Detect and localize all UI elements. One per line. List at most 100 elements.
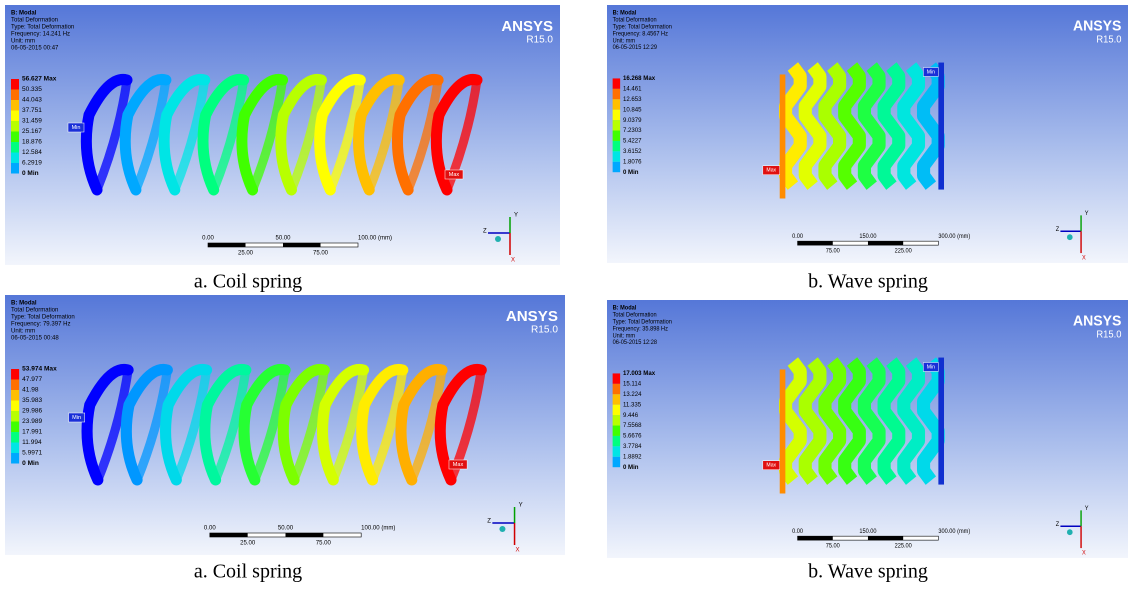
scale-label: 0.00: [204, 526, 216, 532]
end-plate: [938, 358, 944, 485]
legend-swatch: [11, 121, 19, 132]
figure: B: Modal Total Deformation Type: Total Def…: [0, 0, 1131, 590]
brand: ANSYS: [506, 308, 558, 325]
end-plate: [780, 369, 786, 493]
legend-swatch: [11, 111, 19, 122]
legend-swatch: [613, 446, 621, 456]
legend-swatch: [11, 79, 19, 90]
scale-label: 150.00: [859, 529, 876, 535]
legend-swatch: [11, 453, 19, 464]
min-marker: Min: [927, 364, 935, 370]
header-line: Type: Total Deformation: [11, 315, 75, 321]
axis-origin: [1067, 529, 1073, 535]
scale-bar-segment: [868, 241, 903, 245]
legend-swatch: [613, 426, 621, 436]
min-marker: Min: [927, 69, 935, 75]
viewport-background: [607, 5, 1128, 263]
header-line: Frequency: 14.241 Hz: [11, 32, 70, 38]
legend-label: 10.845: [623, 106, 642, 113]
legend-label: 1.8892: [623, 453, 642, 460]
max-marker: Max: [453, 462, 464, 468]
ansys-panel: B: ModalTotal DeformationType: Total Def…: [607, 300, 1128, 558]
version: R15.0: [1096, 34, 1121, 45]
scale-label: 100.00 (mm): [358, 236, 392, 242]
legend-swatch: [11, 369, 19, 380]
scale-bar-segment: [210, 533, 248, 537]
scale-label: 100.00 (mm): [361, 526, 395, 532]
header-line: 06-05-2015 12:28: [613, 340, 657, 346]
axis-label: X: [516, 548, 520, 554]
ansys-panel: B: ModalTotal DeformationType: Total Def…: [607, 5, 1128, 263]
legend-label: 11.335: [623, 401, 642, 408]
legend-label: 3.7784: [623, 443, 642, 450]
version: R15.0: [531, 325, 558, 336]
brand: ANSYS: [1073, 18, 1122, 34]
legend-swatch: [11, 132, 19, 143]
scale-bar-segment: [798, 536, 833, 540]
scale-label: 25.00: [238, 251, 254, 257]
scale-bar-segment: [286, 533, 324, 537]
axis-label: Y: [1085, 211, 1089, 217]
legend-label: 14.461: [623, 85, 642, 92]
legend-swatch: [613, 415, 621, 425]
scale-bar-segment: [208, 243, 246, 247]
header-line: Unit: mm: [11, 39, 35, 45]
legend-label: 9.446: [623, 412, 639, 419]
header-line: 06-05-2015 12:29: [613, 45, 657, 51]
caption: a. Coil spring: [194, 561, 302, 583]
legend-label: 9.0379: [623, 117, 642, 124]
scale-label: 25.00: [240, 541, 256, 547]
legend-label: 0 Min: [623, 464, 639, 471]
legend-label: 29.986: [22, 408, 42, 415]
header-line: 06-05-2015 00:47: [11, 46, 59, 52]
legend-label: 31.459: [22, 118, 42, 125]
legend-swatch: [11, 100, 19, 111]
legend-label: 16.268 Max: [623, 75, 656, 82]
scale-bar-segment: [868, 536, 903, 540]
legend-swatch: [613, 457, 621, 467]
legend-swatch: [613, 162, 621, 172]
axis-label: X: [1082, 256, 1086, 262]
legend-swatch: [613, 384, 621, 394]
scale-label: 0.00: [792, 234, 803, 240]
scale-label: 150.00: [859, 234, 876, 240]
scale-label: 225.00: [895, 544, 912, 550]
axis-label: Z: [483, 229, 487, 235]
header-line: Total Deformation: [11, 18, 58, 24]
legend-label: 5.9971: [22, 450, 42, 457]
legend-swatch: [613, 394, 621, 404]
legend-label: 17.991: [22, 429, 42, 436]
legend-label: 7.2303: [623, 127, 642, 134]
caption: b. Wave spring: [808, 561, 928, 583]
scale-label: 50.00: [278, 526, 294, 532]
legend-label: 17.003 Max: [623, 370, 656, 377]
scale-label: 0.00: [792, 529, 803, 535]
header-line: Unit: mm: [613, 333, 636, 339]
legend-label: 6.2919: [22, 160, 42, 167]
legend-label: 7.5568: [623, 422, 642, 429]
viewport-background: [607, 300, 1128, 558]
header-line: Frequency: 35.898 Hz: [613, 326, 668, 332]
header-line: Frequency: 79.397 Hz: [11, 322, 70, 328]
legend-label: 3.6152: [623, 148, 642, 155]
legend-label: 44.043: [22, 97, 42, 104]
axis-label: Y: [514, 213, 518, 219]
legend-swatch: [11, 443, 19, 454]
legend-swatch: [613, 78, 621, 88]
legend-label: 47.977: [22, 376, 42, 383]
legend-swatch: [11, 142, 19, 153]
legend-label: 18.876: [22, 139, 42, 146]
header-line: B: Modal: [613, 305, 637, 311]
legend-label: 12.653: [623, 96, 642, 103]
legend-label: 15.114: [623, 380, 642, 387]
scale-bar-segment: [283, 243, 321, 247]
legend-swatch: [613, 131, 621, 141]
header-line: B: Modal: [613, 10, 637, 16]
legend-label: 0 Min: [22, 460, 39, 467]
legend-swatch: [613, 436, 621, 446]
legend-label: 5.4227: [623, 138, 642, 145]
legend-label: 1.8076: [623, 158, 642, 165]
legend-label: 0 Min: [22, 170, 39, 177]
legend-swatch: [11, 432, 19, 443]
caption: b. Wave spring: [808, 271, 928, 293]
